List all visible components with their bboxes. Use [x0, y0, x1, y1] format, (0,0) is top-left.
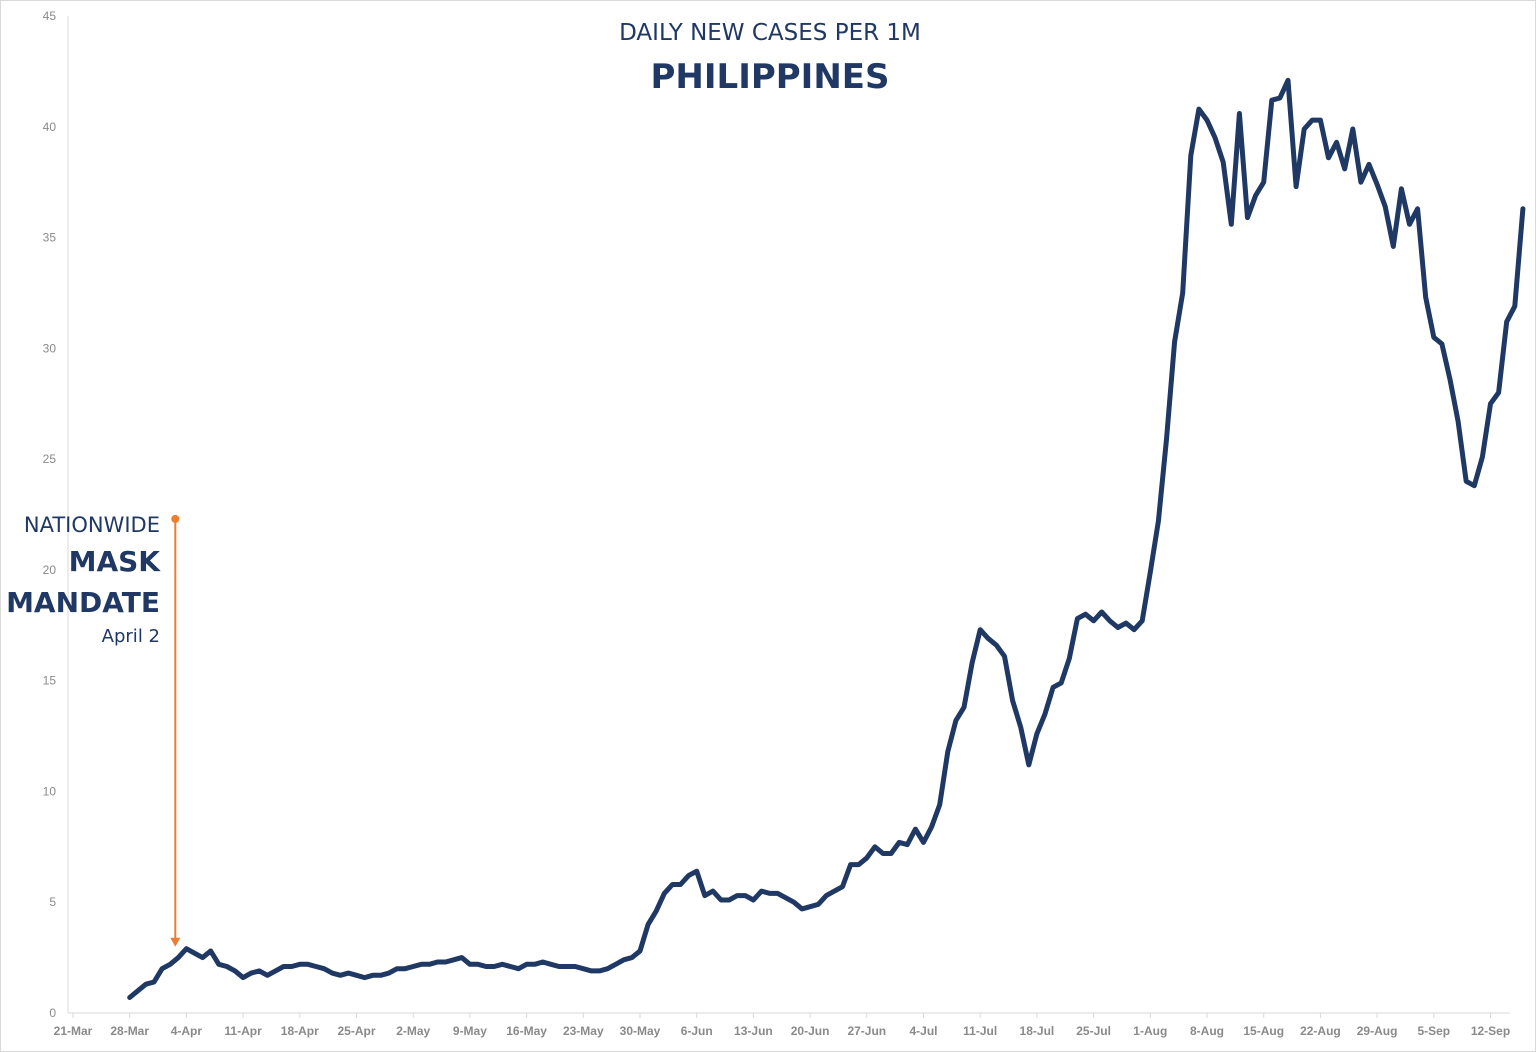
x-tick-label: 8-Aug	[1190, 1024, 1224, 1038]
x-tick-label: 15-Aug	[1243, 1024, 1284, 1038]
series-layer	[127, 77, 1526, 1000]
x-tick-label: 4-Apr	[171, 1024, 203, 1038]
y-tick-label: 15	[43, 674, 57, 688]
annotation-arrow-start	[171, 514, 180, 523]
x-tick-label: 2-May	[396, 1024, 430, 1038]
y-tick-label: 30	[43, 341, 57, 355]
annotation-date: April 2	[102, 626, 160, 647]
annotation-line-mask: MASK	[69, 545, 162, 578]
x-axis: 21-Mar 28-Mar 4-Apr 11-Apr 18-Apr 25-Apr 2-May…	[54, 1012, 1510, 1038]
mask-mandate-annotation: NATIONWIDE MASK MANDATE April 2	[6, 513, 181, 947]
x-tick-label: 4-Jul	[909, 1024, 937, 1038]
x-tick-label: 30-May	[620, 1024, 661, 1038]
x-tick-label: 13-Jun	[734, 1024, 773, 1038]
x-tick-label: 12-Sep	[1471, 1024, 1510, 1038]
y-tick-label: 5	[49, 895, 56, 909]
x-tick-label: 6-Jun	[681, 1024, 713, 1038]
chart-title: DAILY NEW CASES PER 1M	[619, 20, 921, 46]
x-tick-label: 25-Jul	[1076, 1024, 1111, 1038]
x-tick-label: 5-Sep	[1417, 1024, 1450, 1038]
x-tick-label: 25-Apr	[337, 1024, 375, 1038]
annotation-arrow-head	[170, 937, 181, 947]
x-tick-label: 29-Aug	[1357, 1024, 1398, 1038]
x-tick-label: 11-Jul	[963, 1024, 997, 1038]
x-tick-label: 23-May	[563, 1024, 604, 1038]
x-tick-label: 11-Apr	[224, 1024, 262, 1038]
annotation-line-mandate: MANDATE	[6, 586, 160, 619]
x-tick-label: 18-Apr	[281, 1024, 319, 1038]
y-tick-label: 0	[49, 1006, 56, 1020]
annotation-line-nationwide: NATIONWIDE	[24, 513, 160, 537]
series-line-daily-new-cases	[127, 77, 1526, 1000]
y-tick-label: 25	[43, 452, 57, 466]
y-tick-label: 10	[43, 784, 57, 798]
x-tick-label: 22-Aug	[1300, 1024, 1341, 1038]
x-tick-label: 18-Jul	[1020, 1024, 1055, 1038]
y-tick-label: 45	[43, 9, 57, 23]
x-tick-label: 27-Jun	[847, 1024, 886, 1038]
y-tick-label: 20	[43, 563, 57, 577]
x-tick-label: 20-Jun	[791, 1024, 830, 1038]
x-tick-label: 1-Aug	[1133, 1024, 1167, 1038]
y-tick-label: 40	[43, 120, 57, 134]
chart-subtitle: PHILIPPINES	[651, 57, 890, 97]
x-tick-label: 28-Mar	[110, 1024, 149, 1038]
x-tick-label: 16-May	[506, 1024, 547, 1038]
x-tick-label: 9-May	[453, 1024, 487, 1038]
y-axis: 0 5 10 15 20 25 30 35 40 45	[43, 9, 69, 1020]
y-tick-label: 35	[43, 231, 57, 245]
x-tick-label: 21-Mar	[54, 1024, 93, 1038]
